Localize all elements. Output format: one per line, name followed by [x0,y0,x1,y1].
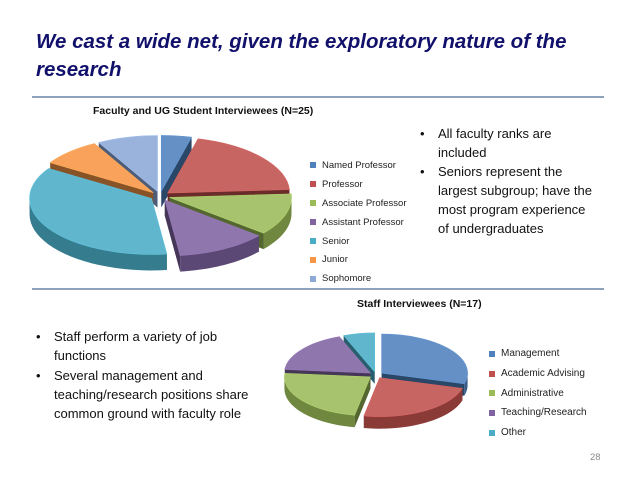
faculty-notes: All faculty ranks are included Seniors r… [420,124,596,238]
legend-item: Junior [310,250,406,269]
slide-title: We cast a wide net, given the explorator… [36,30,567,81]
legend-label: Senior [322,235,350,247]
legend-label: Academic Advising [501,368,585,380]
faculty-slice-senior [29,168,168,271]
section-divider [32,288,604,290]
staff-chart-title: Staff Interviewees (N=17) [357,298,482,310]
legend-item: Management [489,344,587,364]
legend-label: Other [501,427,527,439]
legend-item: Named Professor [310,156,406,175]
faculty-note: Seniors represent the largest subgroup; … [420,162,596,238]
legend-swatch [310,162,316,169]
legend-swatch [310,275,316,282]
legend-item: Academic Advising [489,364,587,384]
staff-chart-legend: Management Academic Advising Administrativ… [489,344,587,442]
legend-swatch [489,429,495,436]
page-number: 28 [590,452,601,463]
staff-slice-administrative [284,373,371,428]
staff-notes: Staff perform a variety of job functions… [36,327,266,423]
legend-label: Professor [322,178,363,190]
legend-swatch [310,181,316,188]
legend-swatch [489,409,495,416]
legend-item: Administrative [489,383,587,403]
legend-swatch [310,238,316,244]
faculty-chart-title: Faculty and UG Student Interviewees (N=2… [93,105,314,117]
legend-item: Professor [310,175,406,194]
legend-label: Assistant Professor [322,216,404,228]
legend-swatch [310,219,316,226]
legend-item: Senior [310,232,406,251]
legend-label: Junior [322,254,348,266]
legend-item: Teaching/Research [489,403,587,423]
staff-note: Staff perform a variety of job functions [36,327,266,366]
legend-swatch [310,200,316,207]
legend-label: Named Professor [322,159,396,171]
legend-label: Teaching/Research [501,407,587,419]
faculty-note: All faculty ranks are included [420,124,596,162]
staff-note: Several management and teaching/research… [36,366,266,424]
legend-label: Sophomore [322,273,372,285]
title-divider [32,96,604,98]
legend-swatch [489,350,495,357]
legend-item: Other [489,423,587,443]
legend-label: Administrative [501,387,564,399]
staff-slice-academic-advising [363,377,463,429]
legend-label: Associate Professor [322,197,407,209]
legend-item: Associate Professor [310,194,406,213]
legend-swatch [489,390,495,397]
faculty-chart-legend: Named Professor Professor Associate Profes… [310,156,406,288]
legend-swatch [489,370,495,377]
legend-label: Management [501,348,560,360]
faculty-slice-assistant-professor [164,199,260,272]
legend-item: Sophomore [310,269,406,288]
faculty-slice-named-professor [160,135,193,208]
legend-item: Assistant Professor [310,213,406,232]
legend-swatch [310,256,316,263]
